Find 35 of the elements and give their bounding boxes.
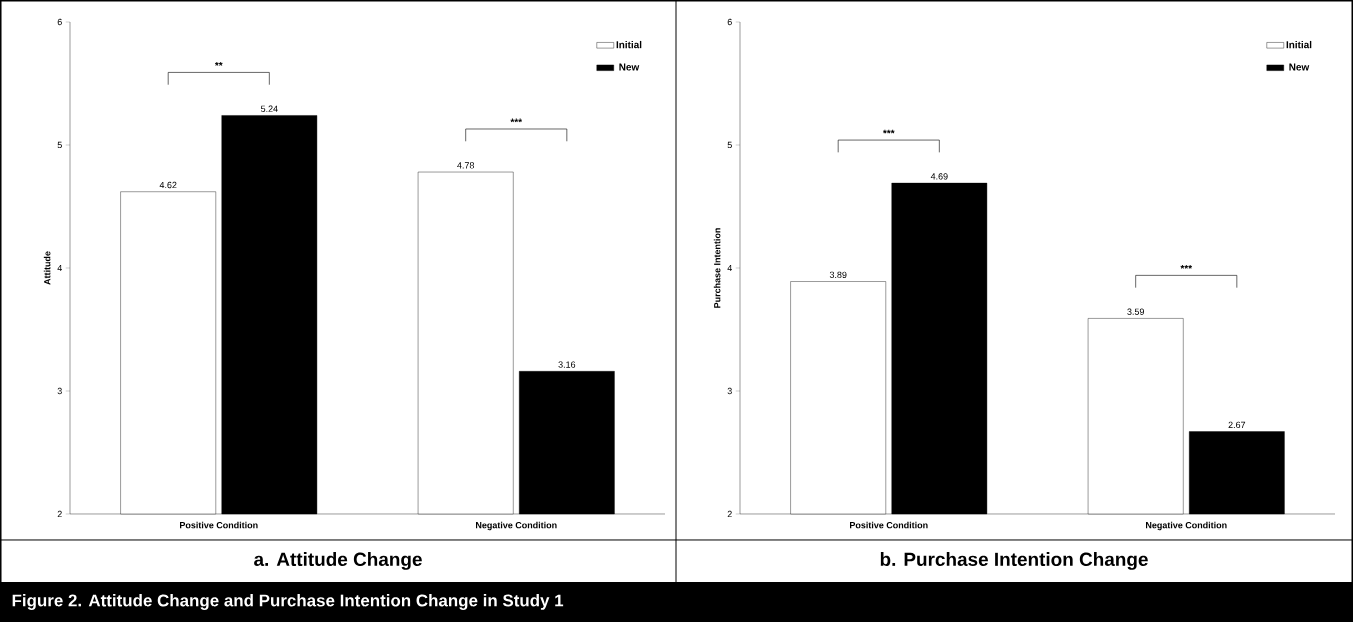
x-tick-label: Positive Condition — [180, 521, 258, 529]
data-label: 4.62 — [159, 181, 177, 189]
annotation: *** — [1180, 264, 1193, 269]
y-tick-label: 3 — [727, 387, 732, 395]
caption: Figure 2. Attitude Change and Purchase Intention Change in Study 1 — [12, 594, 564, 610]
y-tick-label: 4 — [727, 264, 732, 272]
y-tick-label: 3 — [57, 387, 62, 395]
legend-label: New — [619, 63, 640, 71]
annotation: *** — [510, 118, 523, 123]
x-tick-label: Negative Condition — [1146, 521, 1227, 531]
legend-label: Initial — [1286, 40, 1312, 49]
y-tick-label: 6 — [57, 18, 62, 26]
y-axis-title: Attitude — [43, 251, 51, 285]
data-label: 4.78 — [457, 162, 475, 169]
y-tick-label: 5 — [727, 141, 732, 149]
data-label: 2.67 — [1228, 421, 1246, 429]
y-tick-label: 6 — [727, 18, 732, 26]
annotation: ** — [214, 62, 223, 66]
data-label: 3.16 — [558, 361, 576, 368]
data-label: 5.24 — [260, 105, 278, 112]
y-tick-label: 4 — [57, 264, 62, 272]
text: a. Attitude Change — [254, 552, 422, 570]
y-tick-label: 2 — [727, 510, 732, 518]
data-label: 4.69 — [930, 173, 948, 180]
x-tick-label: Negative Condition — [476, 521, 557, 531]
y-tick-label: 5 — [57, 141, 62, 149]
x-tick-label: Positive Condition — [850, 521, 928, 529]
y-axis-title: Purchase Intention — [713, 228, 721, 308]
legend-label: New — [1289, 63, 1310, 71]
annotation: *** — [882, 129, 895, 134]
text: b. Purchase Intention Change — [880, 552, 1148, 570]
data-label: 3.59 — [1127, 308, 1144, 315]
data-label: 3.89 — [829, 271, 847, 278]
legend-label: Initial — [616, 40, 642, 49]
y-tick-label: 2 — [57, 510, 62, 518]
